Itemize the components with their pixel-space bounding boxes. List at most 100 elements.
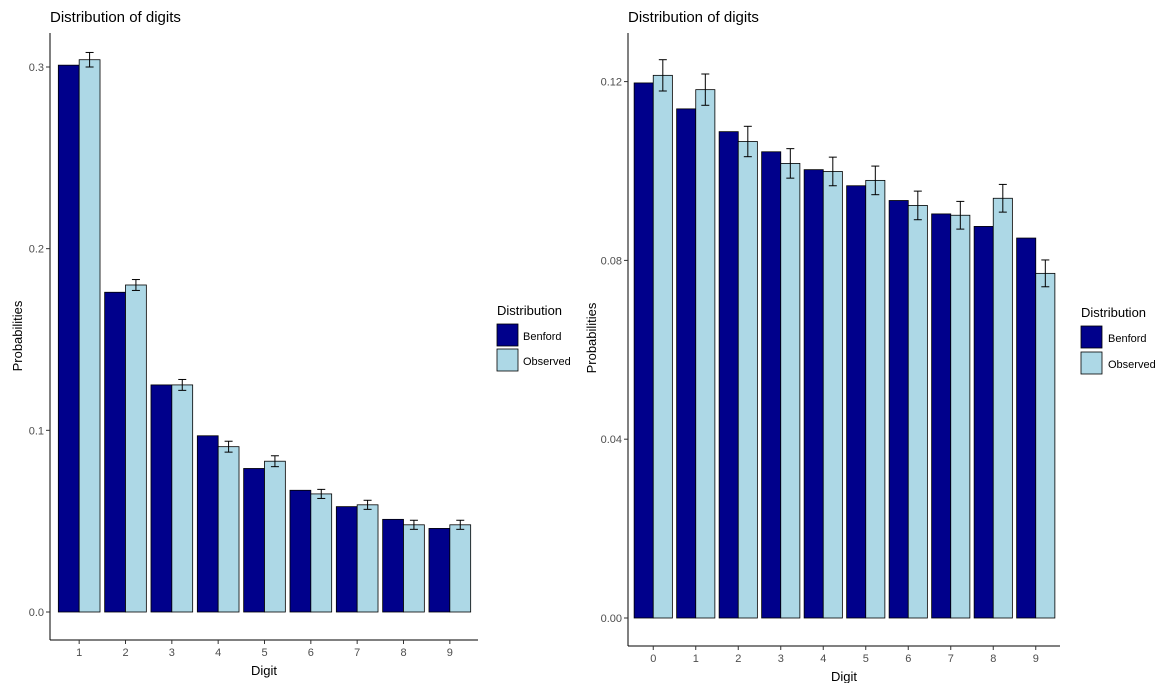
chart-1-error-bar-1 <box>85 51 94 68</box>
chart-1-bar-observed-5 <box>264 460 286 613</box>
chart-1-bar-observed-8 <box>403 524 425 613</box>
chart-2-bar-benford-6 <box>888 200 909 619</box>
chart-1-error-bar-7 <box>363 499 372 510</box>
chart-2-x-tick-label: 9 <box>1033 653 1039 665</box>
chart-2-error-bar-5 <box>871 165 880 196</box>
chart-1-x-tick-label: 8 <box>400 647 406 659</box>
chart-1-legend: Distribution Benford Observed <box>496 303 571 372</box>
chart-1-bar-observed-9 <box>449 524 472 613</box>
chart-1-error-bars <box>85 51 465 530</box>
chart-1-y-tick-label: 0.3 <box>29 62 44 74</box>
chart-2-title: Distribution of digits <box>628 9 759 26</box>
chart-2-bar-benford-7 <box>931 213 952 619</box>
chart-2-error-bar-4 <box>828 156 837 187</box>
chart-2-y-tick-label: 0.00 <box>601 613 622 625</box>
chart-1-error-bar-5 <box>270 455 279 468</box>
chart-2-x-tick-label: 7 <box>948 653 954 665</box>
chart-2-x-tick-label: 1 <box>693 653 699 665</box>
chart-1-y-tick-label: 0.2 <box>29 244 44 256</box>
chart-2-legend-label-observed: Observed <box>1108 359 1156 371</box>
chart-2-x-tick-label: 8 <box>990 653 996 665</box>
chart-1-legend-key-benford <box>496 323 519 347</box>
chart-2-bar-benford-8 <box>973 226 994 619</box>
chart-1-bar-benford-5 <box>243 468 265 613</box>
chart-2-x-tick-label: 3 <box>778 653 784 665</box>
chart-2-bars <box>633 74 1056 619</box>
chart-2-bar-observed-5 <box>865 179 886 619</box>
chart-2-x-ticks: 0 1 2 3 4 5 6 7 8 9 <box>650 646 1039 665</box>
chart-1-y-axis-title: Probabilities <box>10 300 25 371</box>
chart-2-legend-title: Distribution <box>1081 305 1146 320</box>
chart-2-legend: Distribution Benford Observed <box>1080 305 1156 375</box>
chart-2-legend-key-benford <box>1080 325 1103 349</box>
chart-1-bar-observed-4 <box>217 446 240 613</box>
chart-2-x-tick-label: 0 <box>650 653 656 665</box>
chart-2-bar-observed-3 <box>780 162 801 619</box>
chart-1-legend-title: Distribution <box>497 303 562 318</box>
chart-1-y-ticks: 0.0 0.1 0.2 0.3 <box>29 62 50 619</box>
chart-1-legend-label-observed: Observed <box>523 356 571 368</box>
chart-1-bar-benford-9 <box>428 528 451 613</box>
chart-2-legend-key-observed <box>1080 351 1103 375</box>
chart-2-error-bar-9 <box>1041 259 1050 288</box>
chart-2-bar-observed-0 <box>652 74 673 619</box>
chart-2-bar-observed-7 <box>950 214 971 619</box>
chart-2-y-tick-label: 0.04 <box>601 434 622 446</box>
chart-1-error-bar-8 <box>409 519 418 530</box>
chart-1-x-tick-label: 1 <box>76 647 82 659</box>
chart-2: Distribution of digits 0.000.040.080.12 … <box>584 9 1156 683</box>
chart-1-x-tick-label: 7 <box>354 647 360 659</box>
chart-2-y-tick-label: 0.12 <box>601 77 622 89</box>
chart-1-bar-observed-2 <box>125 284 147 613</box>
chart-2-error-bar-1 <box>701 73 710 106</box>
chart-1-error-bar-4 <box>224 440 233 453</box>
chart-1-bar-observed-1 <box>78 59 101 613</box>
chart-1-x-tick-label: 9 <box>447 647 453 659</box>
chart-2-error-bar-6 <box>913 190 922 221</box>
chart-1-bar-benford-3 <box>150 384 173 613</box>
chart-2-error-bar-7 <box>956 200 965 230</box>
chart-1-x-axis-title: Digit <box>251 663 277 678</box>
chart-2-bar-observed-1 <box>695 89 716 619</box>
chart-2-x-axis-title: Digit <box>831 669 857 683</box>
chart-1-legend-key-observed <box>496 348 519 372</box>
chart-2-bar-benford-5 <box>846 185 867 619</box>
chart-2-error-bars <box>658 59 1050 288</box>
chart-1-bar-benford-8 <box>382 518 404 613</box>
chart-1-error-bar-6 <box>317 488 326 499</box>
chart-2-error-bar-8 <box>998 183 1007 213</box>
chart-2-bar-observed-4 <box>822 171 843 619</box>
chart-1-bar-benford-7 <box>335 506 358 613</box>
chart-2-legend-label-benford: Benford <box>1108 333 1147 345</box>
chart-2-x-tick-label: 6 <box>905 653 911 665</box>
chart-2-bar-observed-9 <box>1035 272 1056 619</box>
chart-2-error-bar-0 <box>658 59 667 92</box>
chart-1-x-tick-label: 6 <box>308 647 314 659</box>
chart-2-x-tick-label: 2 <box>735 653 741 665</box>
chart-1-bar-benford-4 <box>196 435 219 613</box>
chart-2-x-tick-label: 4 <box>820 653 826 665</box>
chart-1-error-bar-9 <box>456 519 465 530</box>
chart-2-y-ticks: 0.00 0.04 0.08 0.12 <box>601 77 628 625</box>
chart-1-bar-benford-1 <box>57 64 80 613</box>
chart-1-bars <box>57 59 472 613</box>
chart-2-bar-benford-0 <box>633 82 654 619</box>
chart-1-x-ticks: 1 2 3 4 5 6 7 8 9 <box>76 640 453 659</box>
chart-1-x-tick-label: 2 <box>122 647 128 659</box>
chart-1-y-tick-label: 0.0 <box>29 607 44 619</box>
chart-2-y-tick-label: 0.08 <box>601 255 622 267</box>
chart-2-bar-benford-1 <box>676 108 697 619</box>
chart-2-bar-benford-3 <box>761 151 782 619</box>
chart-2-x-tick-label: 5 <box>863 653 869 665</box>
chart-1-y-tick-label: 0.1 <box>29 425 44 437</box>
chart-2-bar-observed-2 <box>737 141 758 619</box>
chart-2-y-axis-title: Probabilities <box>584 302 599 373</box>
chart-1: Distribution of digits 0.0 0.1 0.2 0.3 1 2 3 4… <box>10 9 571 678</box>
chart-2-error-bar-3 <box>786 148 795 179</box>
chart-2-bar-benford-4 <box>803 169 824 619</box>
chart-1-x-tick-label: 5 <box>261 647 267 659</box>
chart-2-bar-benford-2 <box>718 131 739 619</box>
chart-1-bar-observed-3 <box>171 384 194 613</box>
chart-1-error-bar-3 <box>178 378 187 391</box>
